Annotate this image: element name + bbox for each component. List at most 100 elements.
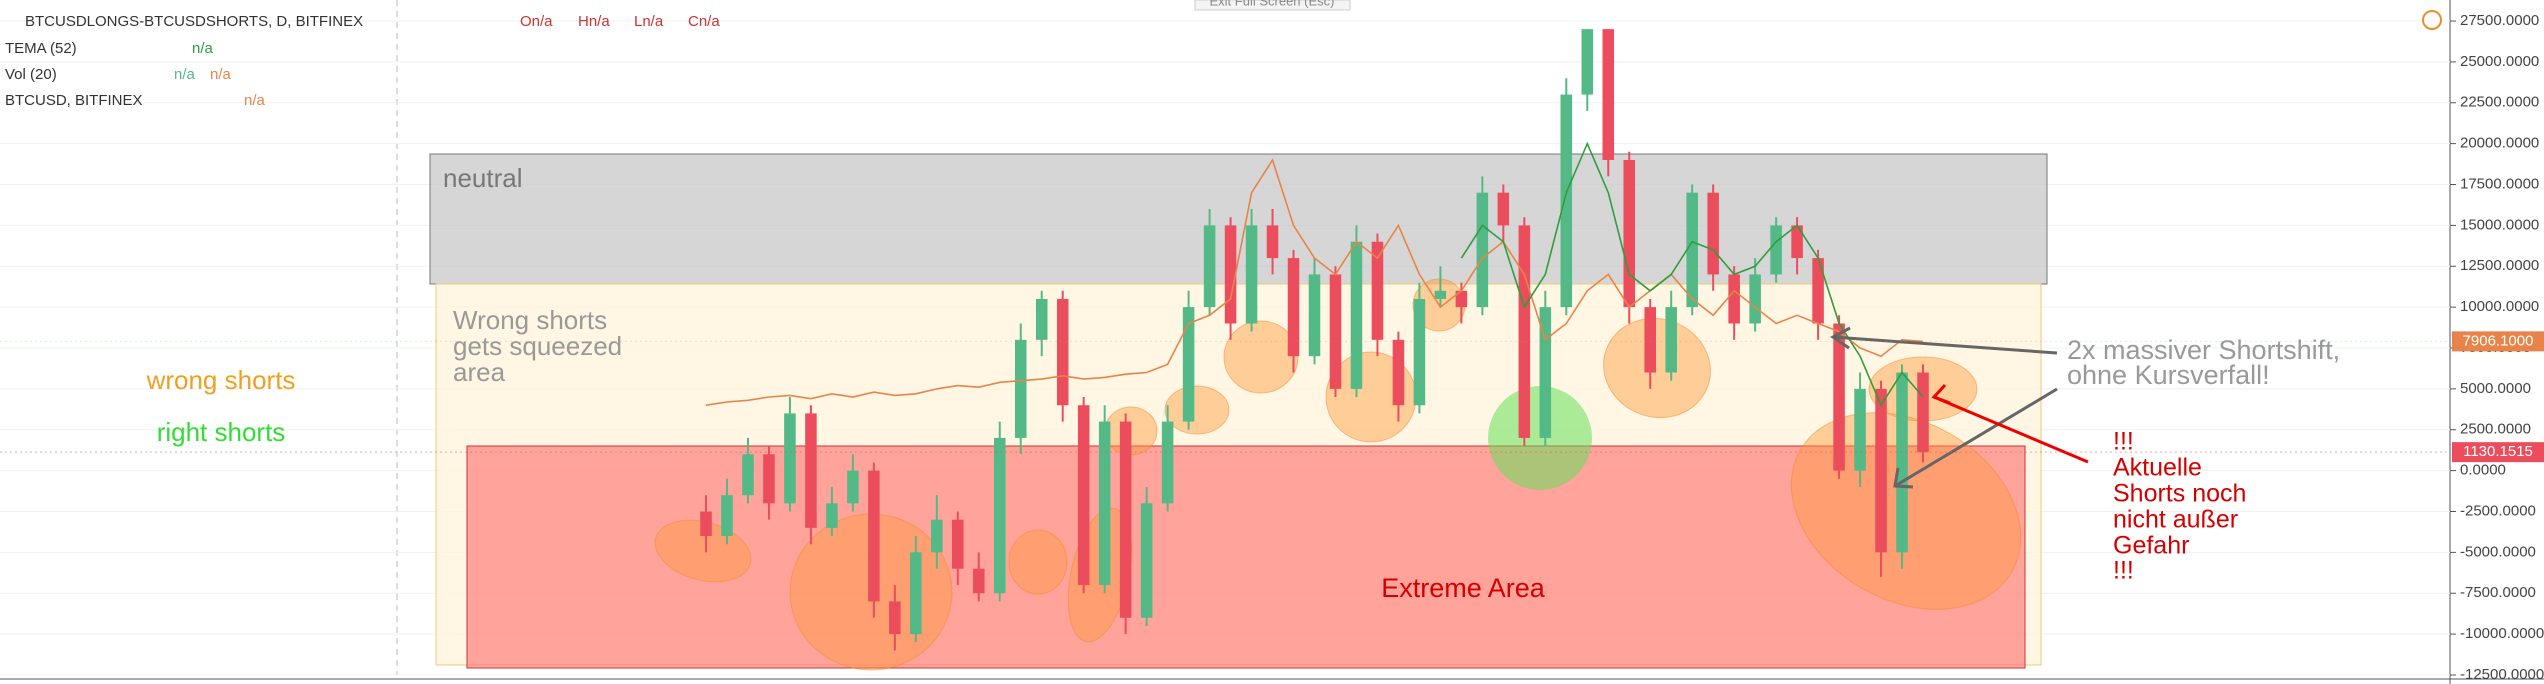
candle-body [868, 470, 880, 602]
candle-body [1665, 307, 1677, 373]
y-tick-label: 5000.0000 [2460, 380, 2531, 397]
candle-body [1203, 225, 1216, 308]
y-tick-label: 20000.0000 [2460, 135, 2539, 152]
candle-body [973, 568, 985, 594]
y-tick-label: -12500.0000 [2460, 666, 2544, 683]
candle-body [1770, 225, 1782, 275]
candle-body [1539, 307, 1552, 438]
candle-body [1266, 225, 1279, 259]
annotation: !!! [2113, 428, 2134, 456]
candle-body [1455, 290, 1468, 308]
arrow [1933, 395, 2089, 464]
y-tick-label: 0.0000 [2460, 462, 2506, 479]
candle-body [1329, 274, 1342, 389]
indicator-value: n/a [174, 66, 196, 83]
candle-body [1350, 241, 1363, 389]
candle-body [952, 519, 964, 569]
candle-body [742, 454, 754, 496]
candle-body [1686, 192, 1698, 308]
candle-body [1560, 94, 1573, 308]
candle-body [1875, 388, 1887, 553]
arrow [1832, 335, 2058, 355]
candle-body [1434, 290, 1447, 299]
y-tick-label: 2500.0000 [2460, 421, 2531, 438]
candle-body [993, 437, 1006, 594]
candle-body [721, 495, 733, 537]
ohlc: Hn/a [578, 13, 610, 30]
candle-body [1287, 258, 1300, 357]
candle-body [1623, 159, 1636, 308]
candle-body [1917, 372, 1929, 453]
alert-icon[interactable] [2422, 10, 2442, 30]
candle-body [1581, 29, 1594, 95]
price-badge-label: 1130.1515 [2463, 443, 2533, 460]
y-tick-label: -5000.0000 [2460, 543, 2536, 560]
candle-body [1119, 421, 1132, 618]
indicator-value: n/a [192, 40, 214, 57]
annotation: !!! [2113, 557, 2134, 585]
y-tick-label: 17500.0000 [2460, 175, 2539, 192]
annotation: nicht außer [2113, 506, 2238, 534]
candle-body [1707, 192, 1719, 275]
candle-body [910, 552, 922, 635]
candle-body [1392, 339, 1405, 406]
highlight [1223, 320, 1299, 394]
y-tick-label: 10000.0000 [2460, 298, 2539, 315]
y-tick-label: 22500.0000 [2460, 94, 2539, 111]
candle-body [1371, 241, 1384, 340]
candle-body [784, 413, 796, 504]
indicator-name: BTCUSD, BITFINEX [5, 92, 143, 109]
candle-body [1014, 339, 1027, 438]
candle-body [1140, 503, 1153, 618]
arrow-head [1931, 383, 1951, 405]
y-tick-label: 27500.0000 [2460, 12, 2539, 29]
annotation: Extreme Area [1381, 573, 1546, 603]
indicator-value: n/a [244, 92, 266, 109]
annotation: Gefahr [2113, 532, 2189, 560]
candle-body [1749, 274, 1761, 324]
arrow [1894, 387, 2058, 488]
line-series [1460, 141, 1924, 407]
annotation: ohne Kursverfall! [2067, 360, 2270, 390]
candle-body [1413, 298, 1426, 406]
annotation: Aktuelle [2113, 454, 2202, 482]
y-tick-label: 25000.0000 [2460, 53, 2539, 70]
highlight [1008, 529, 1068, 595]
price-badge [2452, 331, 2544, 352]
candle-body [1098, 421, 1111, 586]
candle-body [1308, 274, 1321, 357]
price-badge-label: 7906.1000 [2463, 332, 2534, 349]
annotation: Wrong shorts [453, 305, 607, 335]
price-badge [2452, 442, 2544, 463]
arrows [1830, 326, 2089, 489]
annotation: wrong shorts [146, 365, 296, 395]
exit-button-label[interactable]: Exit Full Screen (Esc) [1210, 0, 1335, 8]
arrow-head [1830, 326, 1851, 350]
candle-body [1833, 323, 1845, 471]
candle-body [1518, 225, 1531, 438]
indicator-name: TEMA (52) [5, 40, 77, 57]
candle-body [847, 470, 859, 504]
candle-body [763, 454, 775, 504]
line-series [705, 158, 1924, 406]
candle-body [826, 503, 838, 528]
candle-body [1812, 258, 1824, 324]
ohlc: Ln/a [634, 13, 664, 30]
chart-title: BTCUSDLONGS-BTCUSDSHORTS, D, BITFINEX [25, 13, 363, 30]
arrow-head [1893, 467, 1914, 489]
candle-body [805, 413, 817, 528]
candle-body [1035, 298, 1048, 340]
candle-body [1476, 192, 1489, 308]
annotation: gets squeezed [453, 331, 622, 361]
annotation: 2x massiver Shortshift, [2067, 335, 2340, 365]
y-tick-label: 15000.0000 [2460, 216, 2539, 233]
annotation: Shorts noch [2113, 480, 2246, 508]
candle-body [1077, 405, 1090, 586]
indicator-name: Vol (20) [5, 66, 57, 83]
candle-body [1056, 298, 1069, 406]
indicator-value: n/a [210, 66, 232, 83]
exit-button[interactable] [1194, 0, 1351, 11]
candle-body [1854, 388, 1866, 471]
candle-body [931, 519, 943, 553]
